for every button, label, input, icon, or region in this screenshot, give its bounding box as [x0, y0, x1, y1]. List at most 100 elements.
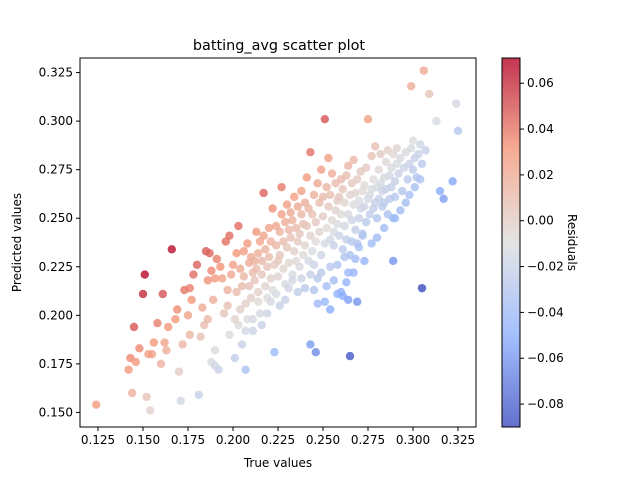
data-point	[250, 256, 259, 266]
data-point	[138, 289, 148, 299]
data-point	[277, 210, 286, 219]
data-point	[232, 287, 241, 297]
data-point	[320, 297, 329, 306]
data-point	[257, 270, 266, 279]
x-axis-label: True values	[243, 456, 312, 470]
data-point	[239, 272, 248, 281]
colorbar-frame	[501, 57, 521, 428]
data-point	[308, 210, 317, 219]
data-point	[227, 270, 236, 279]
data-point	[342, 278, 351, 287]
data-point	[318, 192, 328, 202]
data-point	[353, 297, 362, 306]
data-point	[223, 285, 232, 295]
data-point	[286, 233, 295, 242]
colorbar-tick-label: −0.04	[527, 305, 564, 319]
data-point	[349, 155, 358, 165]
y-tick-label: 0.250	[39, 211, 73, 225]
data-point	[349, 268, 358, 277]
data-point	[255, 309, 265, 318]
data-point	[293, 287, 302, 297]
colorbar-tick-label: 0.02	[527, 168, 554, 182]
data-point	[322, 282, 331, 291]
data-point	[171, 315, 180, 324]
data-point	[324, 202, 333, 211]
data-point	[335, 192, 344, 202]
data-point	[252, 227, 261, 237]
data-point	[329, 276, 338, 285]
data-point	[354, 196, 364, 205]
data-point	[254, 248, 263, 258]
data-point	[306, 270, 315, 279]
data-point	[401, 198, 410, 207]
data-point	[173, 305, 182, 314]
colorbar-tick-label: −0.08	[527, 397, 564, 411]
data-point	[210, 346, 220, 355]
data-point	[372, 214, 382, 223]
data-point	[367, 151, 376, 161]
data-point	[405, 190, 414, 200]
data-point	[275, 301, 284, 310]
data-point	[351, 225, 360, 235]
data-point	[282, 243, 292, 252]
data-point	[360, 256, 369, 266]
data-point	[417, 283, 427, 293]
data-point	[239, 247, 248, 256]
data-point	[241, 365, 250, 374]
data-point	[335, 231, 344, 240]
data-point	[340, 221, 349, 231]
data-point	[243, 239, 252, 248]
data-point	[394, 169, 403, 178]
data-point	[306, 231, 315, 240]
data-point	[252, 264, 261, 273]
data-point	[194, 390, 203, 400]
data-point	[396, 153, 405, 163]
data-point	[225, 330, 234, 339]
data-point	[129, 322, 139, 332]
data-point	[344, 295, 353, 304]
data-point	[435, 186, 445, 196]
data-point	[92, 400, 101, 409]
data-point	[160, 338, 169, 347]
x-tick-label: 0.175	[171, 433, 205, 447]
data-point	[124, 365, 133, 374]
data-point	[259, 231, 268, 240]
data-point	[398, 186, 407, 196]
data-point	[306, 340, 315, 349]
data-point	[354, 214, 364, 223]
data-point	[317, 165, 326, 174]
data-point	[302, 173, 311, 182]
data-point	[327, 169, 337, 178]
data-point	[176, 396, 185, 405]
data-point	[254, 297, 263, 306]
data-point	[203, 315, 212, 324]
data-point	[293, 202, 302, 211]
data-point	[272, 289, 281, 299]
data-point	[345, 351, 355, 361]
data-point	[263, 309, 272, 318]
data-point	[351, 254, 360, 264]
data-point	[396, 206, 405, 215]
data-point	[297, 186, 306, 196]
x-tick-label: 0.325	[441, 433, 475, 447]
data-point	[268, 204, 277, 213]
data-point	[374, 165, 383, 174]
data-point	[234, 221, 243, 231]
data-point	[257, 320, 266, 330]
data-point	[266, 274, 275, 283]
data-point	[275, 227, 284, 237]
data-point	[309, 190, 319, 200]
data-point	[196, 332, 205, 341]
x-axis-ticks: 0.125 0.150 0.175 0.200 0.225 0.250 0.275 0.300…	[81, 427, 475, 447]
data-point	[421, 146, 430, 155]
data-point	[320, 114, 329, 124]
data-point	[185, 330, 194, 339]
data-point	[275, 250, 284, 260]
data-point	[281, 217, 290, 227]
colorbar-tick-label: 0.06	[527, 76, 554, 90]
data-point	[344, 161, 353, 170]
data-point	[214, 365, 223, 374]
data-point	[263, 262, 272, 271]
data-point	[311, 348, 320, 357]
data-point	[317, 250, 326, 260]
